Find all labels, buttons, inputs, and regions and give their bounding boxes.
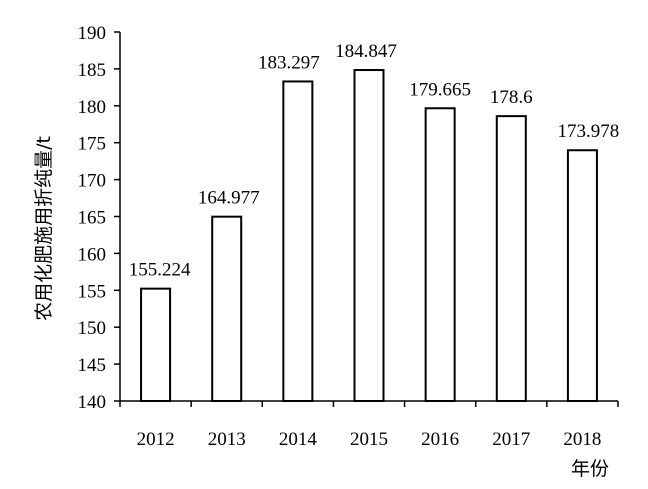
x-tick-label: 2013 — [208, 429, 246, 450]
bar-value-label: 164.977 — [198, 188, 260, 209]
y-tick-label: 180 — [78, 97, 107, 118]
x-tick-label: 2012 — [137, 429, 175, 450]
x-tick-label: 2017 — [492, 429, 530, 450]
bar-value-label: 179.665 — [409, 79, 471, 100]
y-tick-label: 150 — [78, 318, 107, 339]
bar-value-label: 184.847 — [335, 41, 397, 62]
y-tick-label: 175 — [78, 134, 107, 155]
y-axis-ticks: 140 145 150 155 160 165 170 175 180 185 190 — [78, 23, 120, 413]
bar — [140, 287, 172, 402]
bar — [353, 69, 385, 402]
bar-value-label: 173.978 — [558, 121, 620, 142]
y-tick-label: 140 — [78, 392, 107, 413]
bar — [211, 215, 243, 402]
bar-value-label: 178.6 — [490, 87, 533, 108]
y-tick-label: 165 — [78, 208, 107, 229]
x-tick-label: 2016 — [421, 429, 459, 450]
bar — [282, 80, 314, 402]
bar — [566, 149, 598, 402]
bar-value-label: 155.224 — [129, 260, 191, 281]
bars — [140, 69, 598, 403]
x-axis-ticks: 2012 2013 2014 2015 2016 2017 2018 — [119, 401, 619, 450]
data-labels: 155.224 164.977 183.297 184.847 179.665 178.6… — [129, 41, 620, 281]
bar — [424, 107, 456, 402]
bar-value-label: 183.297 — [258, 52, 320, 73]
y-axis-title: 农用化肥施用折纯量/t — [33, 136, 55, 321]
bar — [495, 115, 527, 403]
y-tick-label: 145 — [78, 355, 107, 376]
x-tick-label: 2018 — [563, 429, 601, 450]
x-tick-label: 2014 — [279, 429, 318, 450]
y-tick-label: 185 — [78, 60, 107, 81]
x-tick-label: 2015 — [350, 429, 388, 450]
y-tick-label: 155 — [78, 281, 107, 302]
x-axis-title: 年份 — [571, 458, 609, 480]
y-tick-label: 160 — [78, 244, 107, 265]
y-tick-label: 190 — [78, 23, 107, 44]
y-tick-label: 170 — [78, 171, 107, 192]
